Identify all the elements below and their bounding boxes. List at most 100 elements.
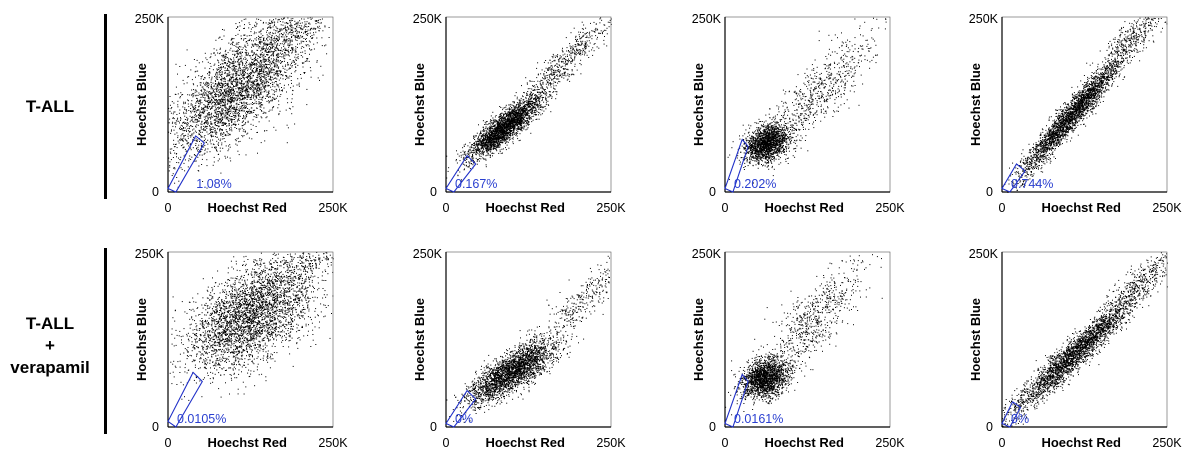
data-point — [270, 69, 272, 71]
data-point — [199, 116, 201, 118]
data-point — [239, 110, 241, 112]
data-point — [189, 121, 191, 123]
data-point — [501, 131, 503, 133]
data-point — [230, 89, 232, 90]
data-point — [247, 120, 249, 122]
data-point — [229, 79, 231, 81]
data-point — [226, 114, 228, 115]
data-point — [237, 114, 239, 116]
data-point — [200, 134, 202, 136]
data-point — [515, 132, 517, 134]
data-point — [490, 125, 492, 127]
data-point — [272, 43, 274, 45]
data-point — [246, 115, 248, 117]
data-point — [277, 21, 279, 23]
data-point — [231, 66, 233, 68]
data-point — [181, 129, 183, 131]
data-point — [237, 80, 239, 82]
data-point — [523, 108, 525, 110]
data-point — [236, 95, 238, 97]
data-point — [496, 131, 498, 133]
data-point — [217, 120, 219, 122]
data-point — [245, 52, 247, 54]
data-point — [232, 87, 234, 89]
data-point — [492, 119, 494, 121]
data-point — [268, 50, 269, 52]
data-point — [242, 62, 244, 64]
data-point — [271, 54, 273, 56]
data-point — [245, 112, 247, 114]
data-point — [263, 64, 265, 66]
data-point — [227, 99, 229, 101]
data-point — [273, 126, 275, 128]
data-point — [169, 151, 171, 153]
data-point — [234, 112, 235, 114]
data-point — [252, 27, 254, 28]
data-point — [204, 100, 206, 101]
data-point — [251, 46, 252, 48]
data-point — [198, 129, 200, 131]
data-point — [247, 54, 249, 56]
data-point — [246, 99, 248, 100]
data-point — [189, 144, 191, 145]
data-point — [515, 92, 517, 94]
data-point — [260, 79, 262, 80]
data-point — [250, 88, 252, 89]
data-point — [215, 129, 217, 131]
data-point — [264, 59, 266, 61]
data-point — [250, 57, 252, 59]
data-point — [521, 121, 523, 123]
data-point — [262, 85, 264, 87]
data-point — [494, 146, 495, 147]
data-point — [201, 131, 203, 133]
data-point — [267, 68, 269, 69]
data-point — [235, 50, 237, 52]
data-point — [523, 102, 525, 104]
data-point — [177, 117, 179, 119]
data-point — [194, 111, 196, 113]
data-point — [203, 90, 205, 92]
data-point — [197, 139, 199, 141]
data-point — [260, 83, 262, 85]
data-point — [293, 60, 295, 62]
data-point — [314, 28, 316, 30]
data-point — [263, 60, 265, 62]
data-point — [216, 84, 218, 86]
data-point — [295, 54, 297, 56]
data-point — [252, 70, 254, 72]
data-point — [509, 138, 511, 140]
data-point — [269, 38, 271, 40]
data-point — [525, 100, 527, 102]
data-point — [292, 32, 294, 34]
data-point — [279, 56, 281, 57]
data-point — [200, 84, 202, 86]
data-point — [238, 104, 240, 105]
data-point — [247, 73, 249, 75]
data-point — [261, 82, 263, 84]
data-point — [200, 90, 202, 91]
data-point — [262, 40, 264, 41]
data-point — [266, 67, 268, 69]
data-point — [247, 44, 249, 46]
data-point — [200, 96, 202, 98]
data-point — [206, 159, 208, 161]
data-point — [204, 122, 205, 124]
data-point — [213, 88, 215, 90]
data-point — [541, 86, 543, 88]
data-point — [507, 117, 509, 119]
data-point — [249, 88, 251, 90]
data-point — [234, 99, 236, 101]
data-point — [232, 64, 234, 66]
data-point — [243, 107, 245, 109]
data-point — [272, 52, 274, 54]
data-point — [306, 31, 308, 33]
data-point — [263, 45, 264, 47]
data-point — [182, 147, 184, 149]
data-point — [475, 157, 477, 159]
data-point — [270, 42, 272, 44]
data-point — [246, 133, 248, 135]
data-point — [184, 159, 186, 161]
data-point — [481, 151, 483, 153]
data-point — [226, 117, 228, 119]
data-point — [192, 110, 194, 112]
